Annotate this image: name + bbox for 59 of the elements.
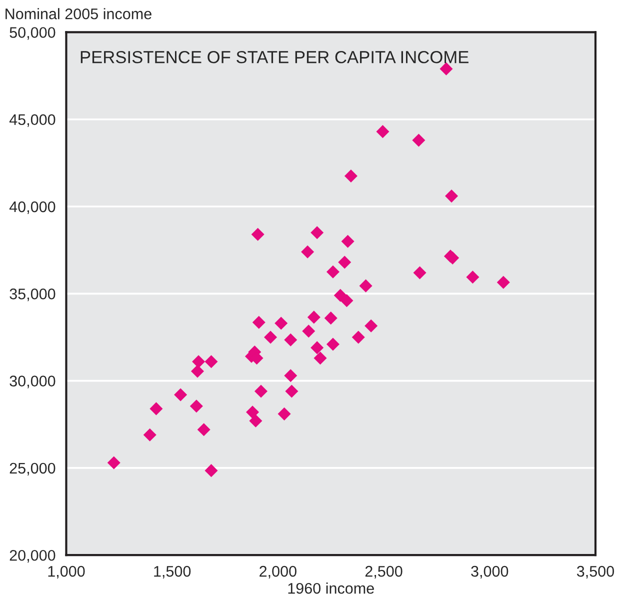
x-tick-label: 1,000 [48, 566, 85, 579]
point [413, 266, 426, 280]
y-tick-label: 40,000 [9, 201, 56, 214]
point [340, 294, 354, 308]
y-tick-label: 25,000 [10, 462, 56, 476]
point [310, 226, 324, 240]
text: PERSISTENCE OF STATE PER CAPITA INCOME [80, 50, 468, 64]
point [107, 456, 120, 470]
point [190, 400, 203, 413]
y-tick-label: 50,000 [10, 27, 56, 40]
point [284, 369, 298, 382]
point [344, 170, 358, 183]
y-axis-title: Nominal 2005 income [6, 8, 152, 20]
point [341, 234, 354, 248]
point [364, 319, 378, 332]
point [302, 324, 316, 338]
point [204, 355, 218, 368]
point [143, 428, 156, 442]
point [326, 265, 340, 278]
y-tick-label: 45,000 [9, 114, 56, 127]
point [174, 388, 188, 402]
x-tick-label: 2,500 [365, 566, 402, 579]
point [326, 338, 340, 351]
point [190, 364, 204, 378]
point [251, 228, 264, 241]
point [376, 125, 390, 138]
point [301, 245, 314, 258]
point [284, 333, 298, 346]
point [445, 190, 458, 203]
point [249, 414, 262, 428]
point [310, 341, 324, 354]
point [314, 352, 327, 365]
point [254, 384, 268, 398]
point [352, 330, 365, 344]
point [252, 316, 266, 329]
point [496, 276, 510, 289]
point [192, 355, 206, 368]
x-tick-label: 1,500 [154, 566, 191, 579]
y-tick-label: 30,000 [10, 376, 56, 388]
x-tick-label: 3,500 [576, 566, 614, 579]
point [466, 270, 480, 284]
x-tick-label: 2,000 [260, 566, 296, 579]
y-tick-label: 35,000 [10, 288, 56, 302]
point [412, 134, 426, 147]
point [324, 312, 338, 325]
x-axis-title: 1960 income [288, 582, 374, 594]
y-tick-label: 20,000 [10, 550, 56, 563]
x-tick-label: 3,000 [471, 566, 508, 579]
point [264, 330, 278, 344]
point [359, 279, 372, 292]
point [204, 464, 218, 478]
point [338, 256, 352, 269]
point [278, 407, 291, 420]
point [285, 384, 298, 398]
point [197, 423, 210, 436]
point [307, 310, 320, 324]
point [274, 316, 288, 330]
point [246, 406, 260, 419]
point [150, 402, 163, 416]
